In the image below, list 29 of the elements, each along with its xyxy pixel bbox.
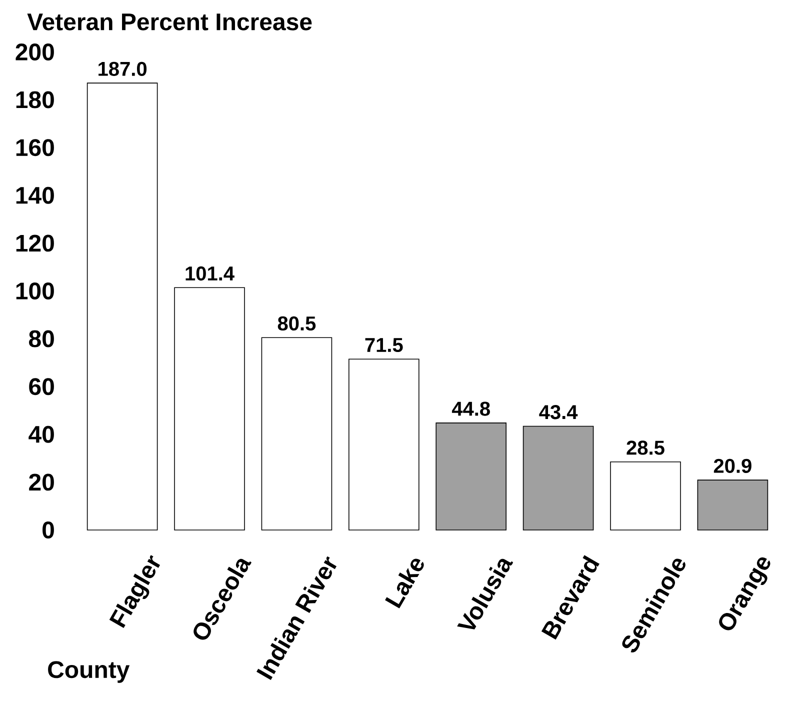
y-tick-label: 160 (16, 139, 54, 156)
x-axis-title: County (48, 661, 130, 683)
y-tick-label: 100 (16, 282, 54, 300)
data-label: 43.4 (539, 405, 578, 420)
data-label: 44.8 (452, 402, 490, 416)
bar (522, 426, 594, 530)
bar (174, 287, 245, 530)
y-tick-label: 0 (42, 522, 54, 538)
data-label: 71.5 (365, 338, 403, 352)
y-tick-label: 40 (28, 426, 54, 443)
y-tick-label: 180 (16, 91, 54, 108)
data-label: 20.9 (714, 458, 752, 473)
data-label: 101.4 (186, 266, 234, 281)
data-label: 80.5 (278, 316, 316, 331)
data-label: 28.5 (626, 440, 664, 455)
y-tick-label: 80 (28, 330, 54, 348)
y-axis-title: Veteran Percent Increase (27, 14, 312, 30)
data-label: 187.0 (98, 62, 147, 76)
bar (86, 82, 158, 530)
bar (610, 461, 681, 530)
y-tick-label: 20 (29, 474, 54, 491)
bar (436, 422, 507, 530)
bar (261, 337, 332, 530)
y-tick-label: 60 (29, 378, 54, 396)
bar (697, 480, 768, 530)
y-tick-label: 120 (16, 234, 54, 252)
bar (348, 358, 420, 530)
y-tick-label: 140 (16, 186, 54, 204)
y-tick-label: 200 (16, 44, 54, 60)
